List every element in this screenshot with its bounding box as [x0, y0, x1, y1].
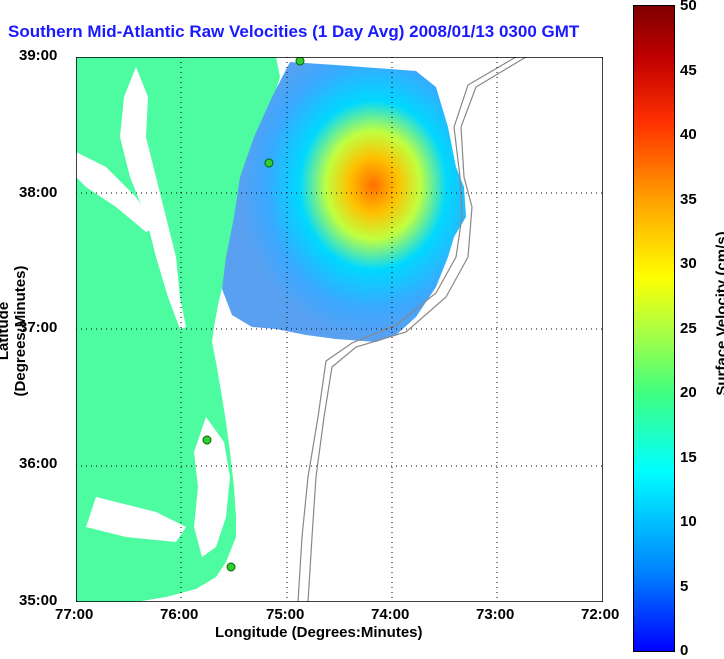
station-marker	[295, 57, 305, 66]
colorbar-tick: 45	[680, 62, 697, 79]
bay	[76, 152, 156, 232]
velocity-map	[76, 57, 603, 602]
colorbar-tick: 15	[680, 449, 697, 466]
station-marker	[226, 562, 236, 572]
x-tick: 76:00	[160, 606, 199, 623]
y-tick: 37:00	[19, 319, 58, 336]
map-title: Southern Mid-Atlantic Raw Velocities (1 …	[8, 22, 580, 41]
grid	[76, 57, 603, 602]
x-tick: 72:00	[581, 606, 620, 623]
x-axis-label: Longitude (Degrees:Minutes)	[215, 624, 423, 641]
y-tick: 36:00	[19, 455, 58, 472]
colorbar-label: Surface Velocity (cm/s)	[713, 231, 724, 396]
y-tick: 39:00	[19, 47, 58, 64]
colorbar-tick: 20	[680, 384, 697, 401]
colorbar-tick: 40	[680, 126, 697, 143]
x-tick: 74:00	[371, 606, 410, 623]
depth-contour	[297, 57, 517, 602]
depth-contour	[307, 57, 527, 602]
colorbar-tick: 5	[680, 578, 689, 595]
velocity-field	[222, 62, 466, 342]
colorbar-tick: 35	[680, 191, 697, 208]
station-marker	[264, 158, 274, 168]
colorbar	[633, 5, 675, 652]
station-marker	[202, 435, 212, 445]
bay	[120, 67, 186, 329]
x-tick: 77:00	[55, 606, 94, 623]
y-tick: 38:00	[19, 184, 58, 201]
colorbar-tick: 50	[680, 0, 697, 14]
colorbar-tick: 30	[680, 255, 697, 272]
x-tick: 73:00	[476, 606, 515, 623]
colorbar-tick: 0	[680, 642, 689, 659]
colorbar-tick: 25	[680, 320, 697, 337]
sound	[86, 497, 186, 542]
colorbar-tick: 10	[680, 513, 697, 530]
x-tick: 75:00	[266, 606, 305, 623]
y-tick: 35:00	[19, 592, 58, 609]
y-axis-label: Latitude (Degrees:Minutes)	[0, 265, 29, 397]
sound	[194, 417, 230, 557]
